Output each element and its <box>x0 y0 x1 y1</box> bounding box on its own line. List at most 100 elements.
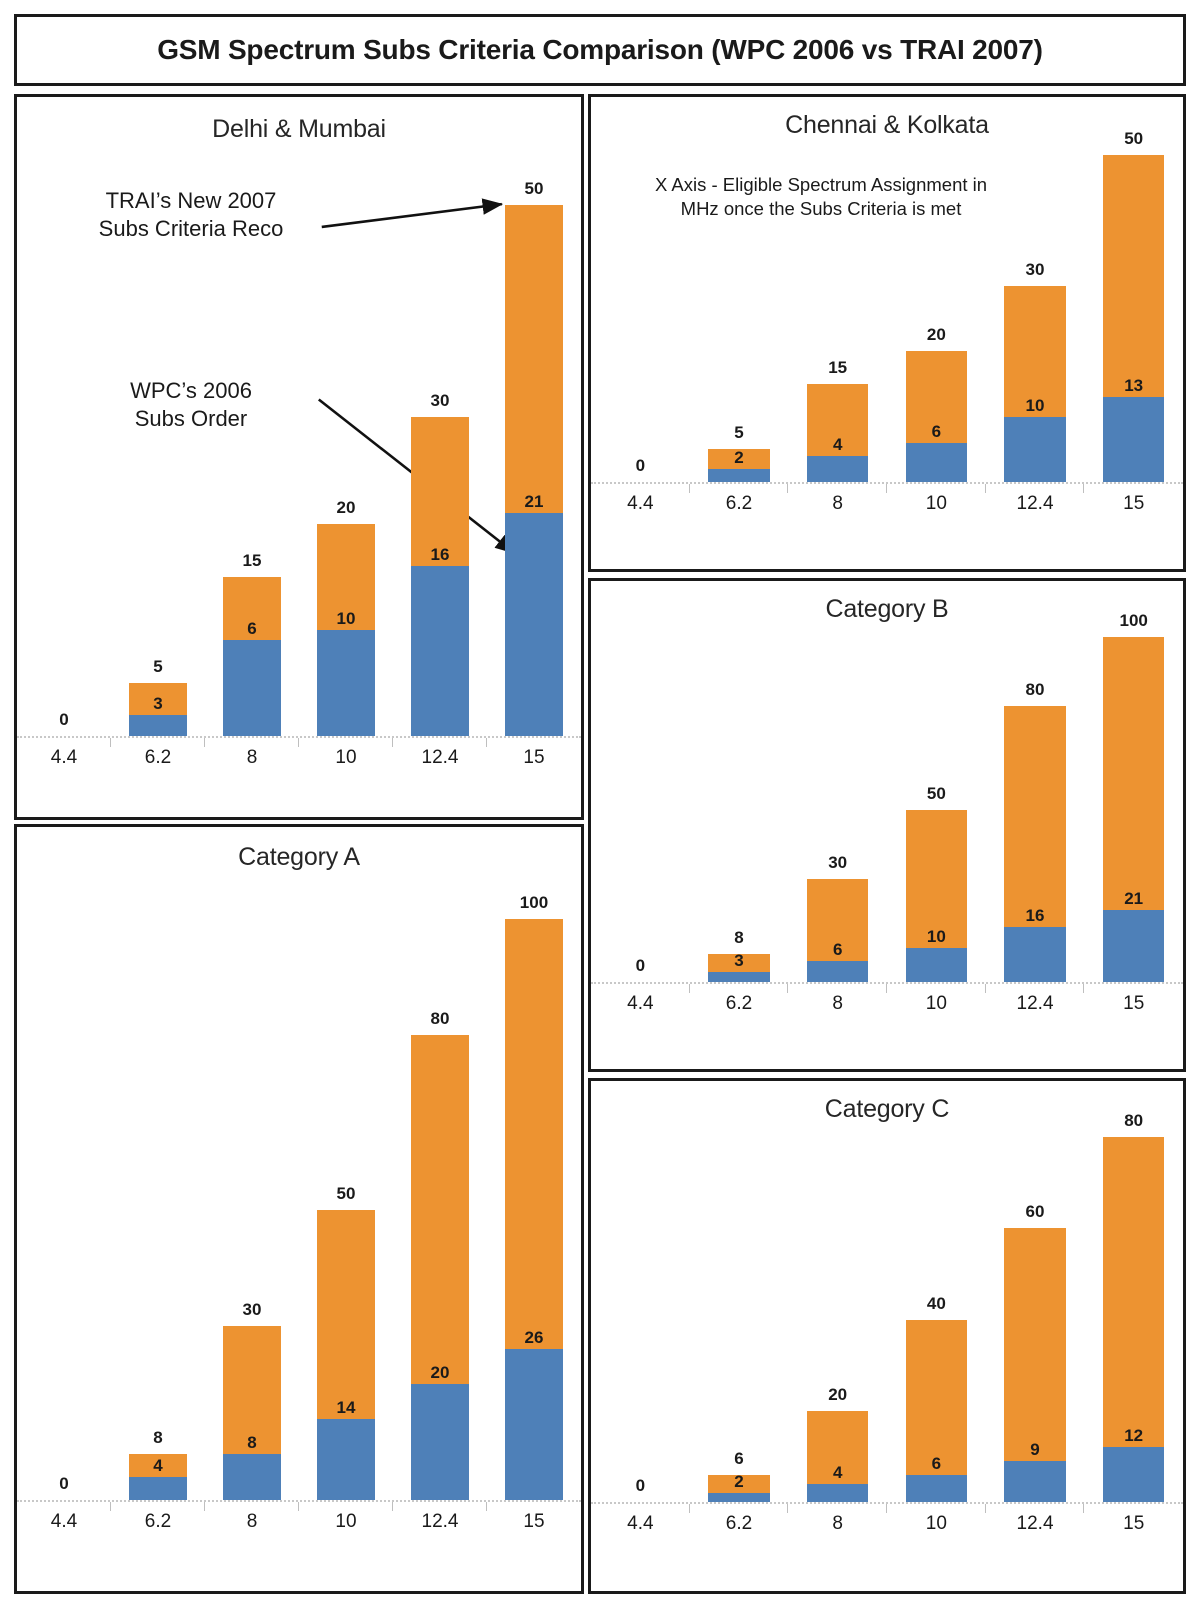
stacked-bar[interactable]: 30 6 <box>807 853 869 982</box>
bar-slot[interactable]: 20 4 <box>788 1137 887 1502</box>
bar-segment-trai-2007[interactable] <box>504 205 564 513</box>
bar-segment-wpc-2006[interactable] <box>807 455 869 482</box>
stacked-bar[interactable]: 80 16 <box>1004 680 1066 982</box>
bar-segment-trai-2007[interactable] <box>410 1035 470 1384</box>
stacked-bar[interactable]: 50 14 <box>316 1184 376 1500</box>
bar-segment-trai-2007[interactable] <box>410 417 470 567</box>
bar-segment-trai-2007[interactable] <box>905 1319 967 1475</box>
bar-segment-trai-2007[interactable] <box>1103 1137 1165 1448</box>
bar-segment-wpc-2006[interactable] <box>807 1483 869 1502</box>
bar-slot[interactable]: 30 8 <box>205 919 299 1500</box>
bar-slot[interactable]: 40 6 <box>887 1137 986 1502</box>
bar-segment-wpc-2006[interactable] <box>905 442 967 482</box>
bar-segment-wpc-2006[interactable] <box>316 1418 376 1500</box>
bar-segment-trai-2007[interactable] <box>1004 706 1066 927</box>
bar-segment-trai-2007[interactable] <box>316 523 376 630</box>
bar-segment-wpc-2006[interactable] <box>1004 1460 1066 1502</box>
bar-segment-wpc-2006[interactable] <box>222 640 282 736</box>
bar-segment-wpc-2006[interactable] <box>905 1474 967 1502</box>
stacked-bar[interactable]: 100 21 <box>1103 611 1165 982</box>
bar-segment-trai-2007[interactable] <box>1103 637 1165 910</box>
bar-segment-trai-2007[interactable] <box>807 1410 869 1484</box>
stacked-bar[interactable]: 20 10 <box>316 498 376 736</box>
bar-segment-trai-2007[interactable] <box>708 449 770 469</box>
bar-slot[interactable]: 30 16 <box>393 205 487 736</box>
stacked-bar[interactable]: 15 6 <box>222 551 282 736</box>
stacked-bar[interactable]: 80 20 <box>410 1009 470 1500</box>
bar-slot[interactable]: 0 <box>591 637 690 982</box>
bar-slot[interactable]: 0 <box>591 155 690 482</box>
bar-slot[interactable]: 30 10 <box>986 155 1085 482</box>
bar-segment-wpc-2006[interactable] <box>708 468 770 482</box>
bar-segment-trai-2007[interactable] <box>807 383 869 456</box>
bar-segment-trai-2007[interactable] <box>708 954 770 972</box>
bar-slot[interactable]: 80 12 <box>1084 1111 1183 1502</box>
bar-slot[interactable]: 20 10 <box>299 205 393 736</box>
bar-segment-wpc-2006[interactable] <box>1004 926 1066 982</box>
stacked-bar[interactable]: 50 13 <box>1103 129 1165 482</box>
stacked-bar[interactable]: 40 6 <box>905 1294 967 1502</box>
stacked-bar[interactable]: 50 10 <box>905 784 967 982</box>
stacked-bar[interactable]: 50 21 <box>504 179 564 736</box>
bar-segment-wpc-2006[interactable] <box>905 947 967 982</box>
bar-segment-trai-2007[interactable] <box>128 682 188 715</box>
bar-segment-wpc-2006[interactable] <box>1103 396 1165 482</box>
bar-segment-wpc-2006[interactable] <box>1103 1447 1165 1502</box>
stacked-bar[interactable]: 30 8 <box>222 1300 282 1500</box>
bar-segment-wpc-2006[interactable] <box>1103 909 1165 982</box>
bar-slot[interactable]: 80 16 <box>986 637 1085 982</box>
bar-segment-wpc-2006[interactable] <box>316 629 376 736</box>
bar-slot[interactable]: 80 20 <box>393 919 487 1500</box>
stacked-bar[interactable]: 30 10 <box>1004 260 1066 482</box>
stacked-bar[interactable]: 30 16 <box>410 391 470 736</box>
bar-segment-trai-2007[interactable] <box>1103 155 1165 397</box>
stacked-bar[interactable]: 60 9 <box>1004 1202 1066 1502</box>
stacked-bar[interactable]: 100 26 <box>504 893 564 1500</box>
bar-segment-trai-2007[interactable] <box>1004 285 1066 417</box>
bar-segment-trai-2007[interactable] <box>316 1209 376 1419</box>
bar-segment-wpc-2006[interactable] <box>410 1383 470 1500</box>
bar-slot[interactable]: 50 13 <box>1084 129 1183 482</box>
bar-segment-wpc-2006[interactable] <box>504 512 564 736</box>
bar-segment-trai-2007[interactable] <box>128 1453 188 1477</box>
bar-segment-trai-2007[interactable] <box>1004 1228 1066 1461</box>
bar-segment-wpc-2006[interactable] <box>128 714 188 736</box>
bar-segment-wpc-2006[interactable] <box>504 1348 564 1500</box>
bar-slot[interactable]: 50 21 <box>487 179 581 736</box>
bar-slot[interactable]: 60 9 <box>986 1137 1085 1502</box>
bar-slot[interactable]: 0 <box>17 919 111 1500</box>
stacked-bar[interactable]: 20 4 <box>807 1385 869 1502</box>
bar-segment-wpc-2006[interactable] <box>410 566 470 736</box>
bar-segment-trai-2007[interactable] <box>222 576 282 641</box>
stacked-bar[interactable]: 20 6 <box>905 325 967 482</box>
bar-slot[interactable]: 15 6 <box>205 205 299 736</box>
bar-slot[interactable]: 15 4 <box>788 155 887 482</box>
bar-segment-wpc-2006[interactable] <box>807 961 869 982</box>
bar-segment-wpc-2006[interactable] <box>222 1453 282 1500</box>
bar-segment-wpc-2006[interactable] <box>128 1476 188 1500</box>
bar-slot[interactable]: 100 26 <box>487 893 581 1500</box>
bar-segment-trai-2007[interactable] <box>504 919 564 1349</box>
bar-slot[interactable]: 30 6 <box>788 637 887 982</box>
bar-segment-wpc-2006[interactable] <box>708 971 770 982</box>
bar-slot[interactable]: 100 21 <box>1084 611 1183 982</box>
bar-segment-trai-2007[interactable] <box>222 1325 282 1454</box>
bar-slot[interactable]: 20 6 <box>887 155 986 482</box>
bar-segment-wpc-2006[interactable] <box>1004 416 1066 482</box>
bar-slot[interactable]: 0 <box>17 205 111 736</box>
bar-slot[interactable]: 50 10 <box>887 637 986 982</box>
bar-slot[interactable]: 0 <box>591 1137 690 1502</box>
bar-segment-trai-2007[interactable] <box>905 351 967 443</box>
bar-segment-trai-2007[interactable] <box>708 1474 770 1493</box>
bar-segment-trai-2007[interactable] <box>807 878 869 962</box>
